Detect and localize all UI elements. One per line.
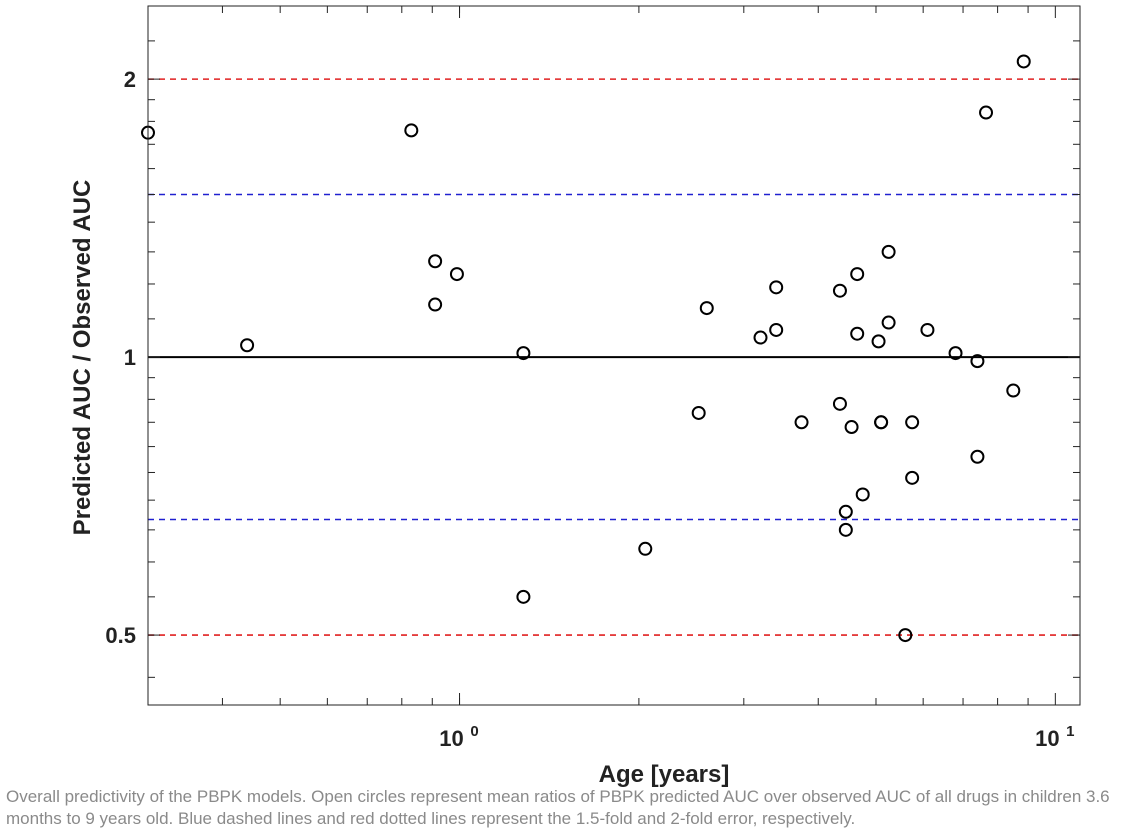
data-point: [753, 330, 768, 345]
axis-ticks: [147, 6, 1080, 705]
data-point: [240, 338, 255, 353]
data-point: [979, 105, 994, 120]
x-tick-exponent: 1: [1066, 723, 1074, 740]
data-point: [905, 415, 920, 430]
x-tick-exponent: 0: [470, 723, 478, 740]
y-tick-label: 0.5: [105, 623, 136, 648]
y-tick-label: 1: [124, 345, 136, 370]
data-point: [1016, 54, 1031, 69]
data-point: [516, 589, 531, 604]
data-point: [850, 326, 865, 341]
data-point: [920, 322, 935, 337]
y-tick-label: 2: [124, 67, 136, 92]
data-point: [1006, 383, 1021, 398]
x-tick-label: 10: [1035, 726, 1059, 751]
data-point: [948, 346, 963, 361]
data-point: [881, 315, 896, 330]
data-point: [449, 267, 464, 282]
data-point: [970, 449, 985, 464]
chart: 0.5 1 2 10 0 10 1 Age [years] Predicted AUC / …: [69, 5, 1081, 788]
data-point: [838, 504, 853, 519]
data-point: [838, 522, 853, 537]
reference-lines: [148, 78, 1080, 636]
tick-labels: 0.5 1 2 10 0 10 1: [105, 67, 1074, 751]
data-point: [844, 420, 859, 435]
data-point: [832, 283, 847, 298]
data-point: [874, 415, 889, 430]
y-axis-title: Predicted AUC / Observed AUC: [69, 180, 96, 536]
data-point: [404, 123, 419, 138]
data-point: [881, 244, 896, 259]
x-axis-title: Age [years]: [599, 761, 730, 788]
data-points: [141, 54, 1031, 643]
data-point: [794, 415, 809, 430]
plot-frame: [147, 5, 1081, 706]
data-point: [516, 346, 531, 361]
data-point: [769, 322, 784, 337]
data-point: [855, 487, 870, 502]
figure-caption: Overall predictivity of the PBPK models.…: [6, 787, 1110, 828]
data-point: [691, 405, 706, 420]
data-point: [832, 396, 847, 411]
data-point: [871, 334, 886, 349]
data-point: [428, 297, 443, 312]
x-tick-label: 10: [439, 726, 463, 751]
data-point: [769, 280, 784, 295]
data-point: [970, 354, 985, 369]
data-point: [898, 628, 913, 643]
data-point: [699, 301, 714, 316]
data-point: [850, 267, 865, 282]
data-point: [428, 254, 443, 269]
data-point: [905, 470, 920, 485]
data-point: [638, 541, 653, 556]
